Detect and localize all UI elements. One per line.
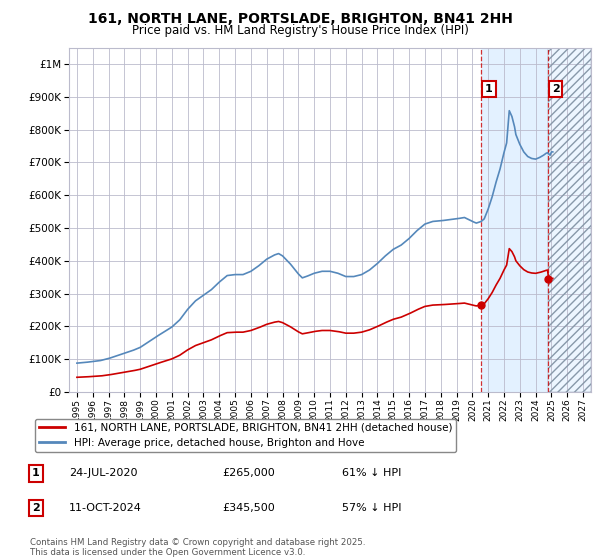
Text: 1: 1 [32, 468, 40, 478]
Text: Price paid vs. HM Land Registry's House Price Index (HPI): Price paid vs. HM Land Registry's House … [131, 24, 469, 36]
Bar [548, 48, 591, 392]
Text: 2: 2 [32, 503, 40, 513]
Text: 57% ↓ HPI: 57% ↓ HPI [342, 503, 401, 513]
Text: £345,500: £345,500 [222, 503, 275, 513]
Bar [548, 48, 591, 392]
Text: 24-JUL-2020: 24-JUL-2020 [69, 468, 137, 478]
Text: 2: 2 [552, 84, 560, 94]
Text: 1: 1 [485, 84, 493, 94]
Text: £265,000: £265,000 [222, 468, 275, 478]
Legend: 161, NORTH LANE, PORTSLADE, BRIGHTON, BN41 2HH (detached house), HPI: Average pr: 161, NORTH LANE, PORTSLADE, BRIGHTON, BN… [35, 419, 457, 452]
Text: Contains HM Land Registry data © Crown copyright and database right 2025.
This d: Contains HM Land Registry data © Crown c… [30, 538, 365, 557]
Text: 61% ↓ HPI: 61% ↓ HPI [342, 468, 401, 478]
Text: 11-OCT-2024: 11-OCT-2024 [69, 503, 142, 513]
Text: 161, NORTH LANE, PORTSLADE, BRIGHTON, BN41 2HH: 161, NORTH LANE, PORTSLADE, BRIGHTON, BN… [88, 12, 512, 26]
Bar [481, 48, 548, 392]
